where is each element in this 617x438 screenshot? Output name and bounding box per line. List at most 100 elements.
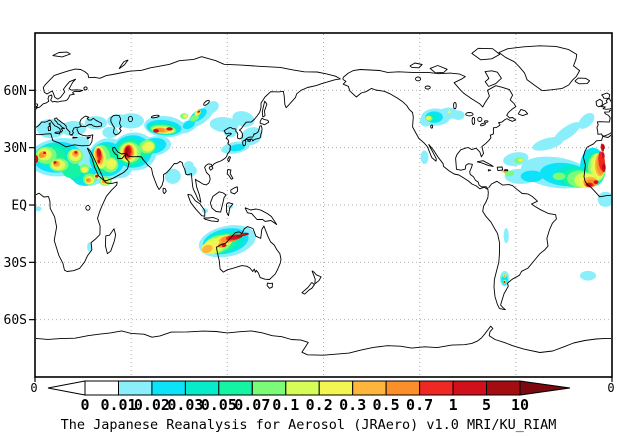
dust-plume — [504, 170, 515, 177]
dust-plume — [190, 114, 199, 122]
lake-outline — [424, 85, 431, 90]
dust-plume — [86, 178, 90, 182]
dust-plume — [182, 114, 188, 118]
dust-plume — [36, 206, 42, 212]
lake-outline — [465, 112, 474, 117]
coastline — [574, 77, 591, 85]
coastline — [227, 156, 231, 163]
lake-outline — [471, 116, 476, 125]
dust-plume — [232, 111, 255, 127]
coastline — [342, 69, 517, 190]
coastline — [595, 98, 603, 108]
dust-plume — [520, 170, 544, 182]
y-tick-label: 30N — [4, 141, 27, 156]
dust-plume — [153, 128, 159, 133]
coastline — [259, 117, 270, 126]
coastline — [54, 131, 61, 135]
y-tick-label: 30S — [4, 256, 27, 271]
colorbar-tick-label: 0.05 — [201, 396, 237, 414]
dust-plume — [201, 244, 213, 254]
coastline — [215, 225, 282, 280]
coastline — [429, 65, 448, 74]
y-tick-label: 60S — [4, 313, 27, 328]
coastline — [36, 103, 39, 109]
lake-outline — [127, 115, 133, 123]
lake-outline — [415, 76, 422, 82]
coastline — [247, 139, 252, 142]
dust-plume — [425, 116, 430, 120]
coastline — [226, 169, 234, 180]
coastline — [582, 134, 611, 198]
colorbar-segment — [318, 380, 354, 396]
coastline — [261, 100, 268, 118]
colorbar-segment — [184, 380, 220, 396]
coastline — [162, 187, 167, 195]
dust-plume — [420, 150, 429, 164]
coastline — [110, 114, 122, 136]
coastline — [504, 169, 509, 172]
coastline — [76, 128, 94, 137]
colorbar-segment — [486, 380, 521, 396]
colorbar-tick-label: 0.03 — [167, 396, 203, 414]
lake-outline — [483, 120, 489, 123]
dust-plume — [601, 151, 605, 159]
coastline — [301, 282, 315, 295]
colorbar-segment — [352, 380, 387, 396]
dust-plume — [224, 127, 237, 138]
colorbar-tick-label: 0.5 — [373, 396, 400, 414]
lake-outline — [477, 116, 483, 122]
colorbar-tick-label: 0.1 — [272, 396, 299, 414]
dust-plume — [602, 144, 605, 150]
dust-plume — [603, 164, 606, 170]
coastlines — [36, 45, 611, 356]
colorbar-tick-label: 0.02 — [134, 396, 170, 414]
coastline — [409, 62, 423, 69]
dust-plume — [184, 161, 194, 169]
coastline — [187, 193, 206, 217]
dust-plume — [532, 136, 564, 151]
coastline — [209, 191, 227, 213]
colorbar-tick-label: 10 — [511, 396, 529, 414]
lake-outline — [150, 114, 160, 119]
dust-plume — [593, 180, 599, 185]
dust-plume — [503, 275, 506, 277]
y-tick-label: 60N — [4, 84, 27, 99]
colorbar-segment — [84, 380, 119, 396]
dust-plume — [74, 151, 78, 154]
dust-plume — [38, 152, 45, 158]
coastline — [36, 147, 118, 272]
coastline — [242, 139, 247, 147]
y-tick-label: EQ — [11, 198, 27, 213]
dust-plume — [125, 147, 129, 154]
dust-plume — [182, 120, 195, 130]
coastline — [484, 70, 502, 87]
dust-plume — [144, 142, 154, 151]
colorbar-tick-label: 0.07 — [234, 396, 270, 414]
colorbar-segment — [251, 380, 287, 396]
coastline — [36, 56, 341, 203]
lake-outline — [85, 205, 91, 211]
dust-plume — [451, 110, 465, 120]
dust-deposition-field — [36, 101, 611, 287]
dust-plume — [36, 155, 39, 163]
colorbar-segment — [385, 380, 421, 396]
dust-plume — [53, 161, 57, 164]
lake-outline — [430, 124, 434, 129]
lake-outline — [480, 122, 486, 127]
dust-plume — [447, 110, 451, 113]
colorbar-tick-label: 0.3 — [339, 396, 366, 414]
coastline — [230, 186, 239, 195]
dust-plume — [580, 270, 596, 281]
dust-plume — [503, 281, 506, 283]
dust-plume — [244, 232, 249, 235]
dust-plume — [43, 151, 46, 155]
colorbar-tick-label: 0.2 — [306, 396, 333, 414]
dust-plume — [578, 113, 595, 129]
dust-plume — [164, 168, 181, 184]
coastline — [203, 216, 219, 223]
coastline — [104, 228, 117, 255]
coastline — [244, 207, 278, 225]
dust-plume — [503, 228, 509, 244]
